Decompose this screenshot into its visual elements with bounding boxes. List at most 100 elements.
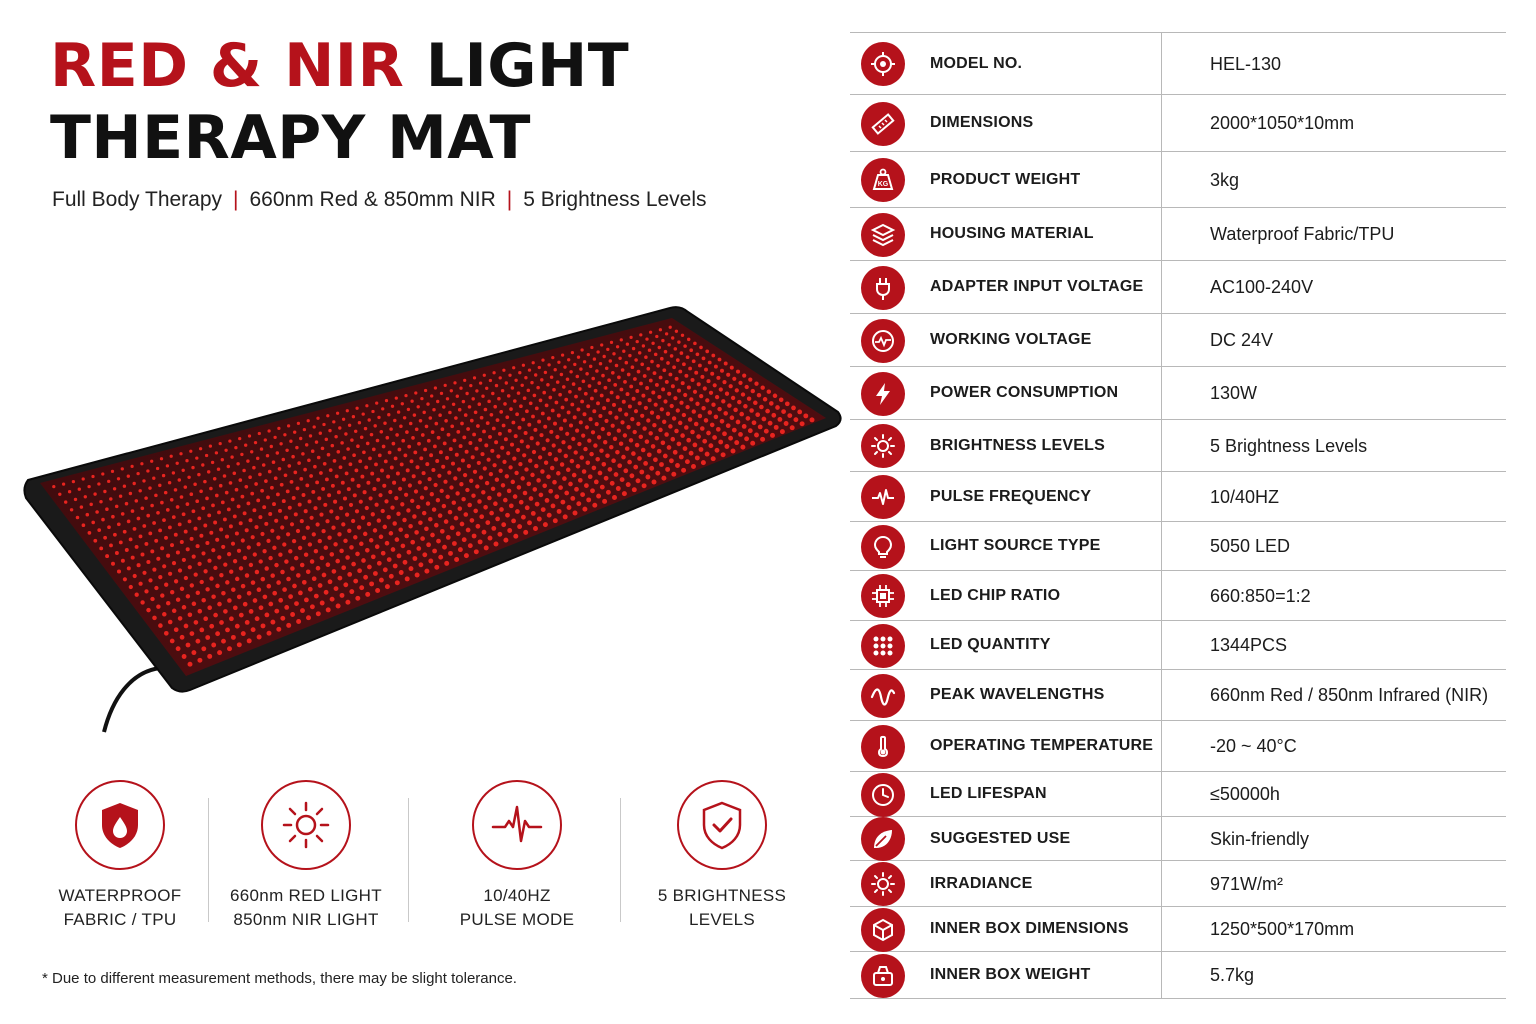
led-dot: [497, 396, 501, 401]
lightning-icon: [861, 371, 905, 416]
led-dot: [357, 421, 362, 425]
led-dot: [280, 615, 286, 621]
led-dot: [514, 470, 519, 476]
led-dot: [430, 430, 435, 434]
led-dot: [521, 363, 526, 367]
led-dot: [589, 396, 594, 401]
led-dot: [519, 439, 524, 444]
spec-value: Waterproof Fabric/TPU: [1210, 224, 1395, 244]
led-dot: [528, 458, 533, 463]
led-dot: [294, 601, 299, 607]
led-dot: [718, 387, 723, 392]
led-dot: [465, 527, 471, 533]
led-dot: [711, 402, 716, 407]
led-dot: [439, 488, 444, 494]
led-dot: [445, 455, 449, 460]
led-dot: [336, 490, 341, 495]
led-dot: [99, 546, 104, 551]
led-dot: [667, 391, 672, 396]
led-dot: [645, 474, 651, 480]
led-dot: [498, 376, 502, 380]
led-dot: [535, 441, 540, 446]
led-dot: [179, 586, 185, 591]
led-dot: [211, 642, 217, 648]
led-dot: [459, 482, 464, 487]
led-dot: [118, 540, 123, 545]
led-dot: [325, 562, 331, 567]
led-dot: [726, 372, 731, 377]
led-dot: [211, 548, 216, 553]
led-dot: [485, 386, 489, 390]
led-dot: [559, 426, 564, 431]
led-dot: [154, 538, 159, 543]
led-dot: [230, 634, 236, 640]
led-dot: [480, 452, 485, 457]
led-dot: [365, 404, 369, 408]
led-dot: [325, 519, 330, 524]
led-dot: [655, 470, 661, 476]
led-dot: [277, 466, 282, 471]
led-dot: [238, 612, 244, 618]
led-dot: [334, 434, 338, 439]
led-dot: [327, 493, 332, 498]
led-dot: [683, 392, 688, 398]
led-dot: [582, 506, 588, 512]
led-dot: [676, 388, 682, 393]
spec-label: INNER BOX DIMENSIONS: [930, 920, 1129, 937]
led-dot: [744, 436, 750, 442]
led-dot: [478, 475, 484, 480]
led-dot: [522, 396, 527, 401]
led-dot: [358, 499, 363, 504]
led-dot: [746, 396, 752, 401]
led-dot: [264, 566, 269, 571]
led-dot: [456, 430, 461, 434]
led-dot: [272, 502, 276, 507]
led-dot: [313, 593, 319, 599]
led-dot: [392, 563, 398, 569]
led-dot: [126, 474, 130, 478]
led-dot: [574, 394, 578, 399]
led-dot: [87, 531, 92, 535]
led-dot: [171, 561, 177, 566]
led-dot: [289, 439, 293, 443]
led-dot: [546, 474, 551, 480]
led-dot: [489, 412, 494, 417]
led-dot: [99, 499, 103, 504]
led-dot: [549, 429, 554, 434]
led-dot: [266, 630, 272, 636]
led-dot: [387, 413, 391, 417]
led-dot: [206, 470, 211, 474]
led-dot: [475, 484, 480, 489]
led-dot: [381, 407, 385, 411]
led-dot: [658, 328, 663, 332]
led-dot: [458, 444, 463, 449]
led-dot: [512, 456, 517, 461]
led-dot: [657, 345, 662, 350]
led-dot: [555, 380, 560, 384]
led-dot: [111, 514, 115, 519]
led-dot: [492, 371, 496, 375]
feature-line: 5 BRIGHTNESS: [657, 886, 787, 905]
led-dot: [388, 531, 394, 536]
led-dot: [254, 482, 258, 486]
led-dot: [240, 538, 245, 543]
led-dot: [595, 456, 600, 462]
led-dot: [417, 441, 421, 446]
led-dot: [558, 392, 562, 397]
led-dot: [454, 452, 459, 457]
led-dot: [222, 474, 227, 478]
spec-value: 971W/m²: [1210, 873, 1284, 894]
led-dot: [483, 545, 489, 551]
led-dot: [215, 631, 221, 637]
led-dot: [617, 375, 621, 380]
led-dot: [369, 432, 374, 437]
led-dot: [690, 429, 695, 435]
led-dot: [424, 526, 429, 532]
led-dot: [596, 401, 600, 406]
led-dot: [757, 424, 763, 430]
led-dot: [351, 561, 356, 567]
led-dot: [293, 512, 298, 517]
led-dot: [404, 576, 410, 582]
led-dot: [612, 495, 617, 500]
subtitle-separator: |: [233, 188, 239, 211]
